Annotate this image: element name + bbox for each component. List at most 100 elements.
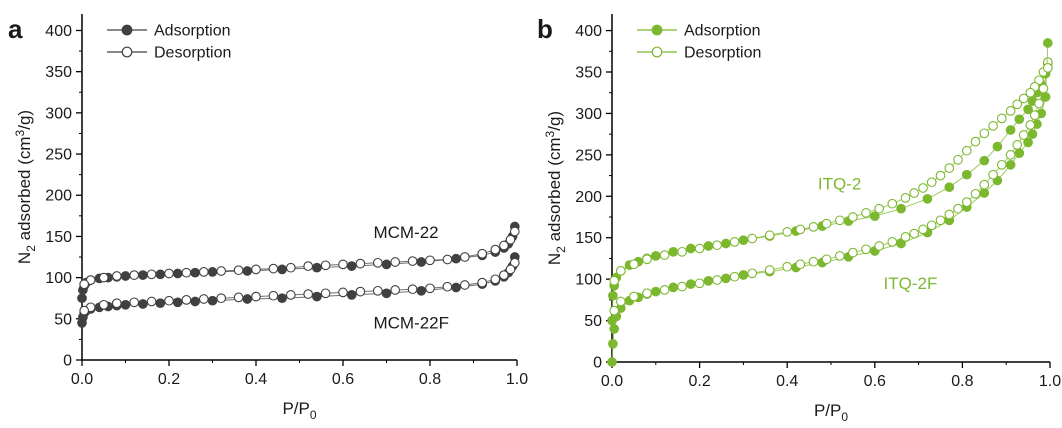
desorption-point: [996, 113, 1007, 124]
desorption-point: [490, 244, 501, 255]
desorption-point: [505, 264, 516, 275]
desorption-point: [729, 271, 740, 282]
legend-label: Desorption: [684, 45, 761, 62]
x-tick-label: 0.2: [158, 371, 180, 388]
desorption-point: [390, 285, 401, 295]
adsorption-point: [869, 211, 880, 222]
desorption-point: [808, 256, 819, 267]
desorption-point: [609, 275, 620, 286]
desorption-point: [198, 294, 209, 304]
desorption-point: [821, 254, 832, 265]
desorption-point: [164, 268, 174, 279]
x-tick-label: 0.6: [864, 373, 886, 390]
desorption-point: [900, 193, 911, 203]
desorption-point: [1038, 83, 1049, 94]
y-tick-label: 150: [575, 230, 602, 247]
adsorption-point: [979, 188, 990, 198]
adsorption-point: [992, 141, 1003, 152]
desorption-point: [1034, 75, 1044, 86]
desorption-point: [98, 272, 109, 283]
desorption-point: [729, 237, 740, 247]
desorption-point: [285, 290, 296, 300]
desorption-point: [887, 237, 898, 247]
y-tick-label: 350: [45, 64, 72, 81]
desorption-point: [216, 266, 227, 276]
desorption-point: [499, 240, 509, 251]
desorption-point: [961, 197, 972, 207]
adsorption-point: [608, 290, 618, 301]
desorption-point: [477, 248, 488, 259]
adsorption-point: [944, 182, 955, 193]
adsorption-point: [381, 288, 392, 299]
x-tick-label: 0.4: [245, 371, 267, 388]
desorption-point: [988, 169, 998, 180]
desorption-point: [425, 283, 435, 294]
desorption-point: [477, 277, 488, 288]
desorption-point: [1034, 98, 1044, 109]
desorption-point: [909, 228, 920, 239]
desorption-point: [251, 264, 261, 275]
desorption-point: [285, 262, 296, 273]
desorption-point: [642, 254, 652, 265]
desorption-point: [146, 296, 157, 307]
adsorption-point: [312, 262, 322, 273]
desorption-point: [659, 285, 670, 295]
sample-label: ITQ-2F: [884, 274, 938, 293]
desorption-point: [1012, 99, 1023, 110]
y-tick-label: 250: [575, 147, 602, 164]
desorption-point: [490, 274, 501, 285]
desorption-point: [970, 188, 981, 199]
desorption-point: [694, 278, 705, 289]
desorption-point: [425, 255, 435, 266]
desorption-point: [874, 241, 885, 251]
panel-b-chart: b 0 50 100 150 200 250 300 350 400 0.0 0.2 0.4 0.6 0.8…: [537, 14, 1061, 424]
desorption-point: [268, 263, 279, 274]
desorption-point: [1005, 150, 1016, 160]
desorption-point: [303, 261, 314, 271]
desorption-point: [407, 284, 418, 295]
y-tick-label: 150: [45, 229, 72, 246]
desorption-point: [609, 305, 620, 316]
desorption-point: [615, 266, 626, 276]
desorption-point: [79, 305, 90, 316]
adsorption-point: [668, 246, 679, 257]
y-tick-label: 50: [54, 311, 72, 328]
y-tick-label: 400: [575, 23, 602, 40]
desorption-point: [251, 291, 261, 302]
desorption-point: [390, 257, 401, 267]
adsorption-point: [1014, 114, 1025, 125]
adsorption-point: [607, 357, 617, 367]
adsorption-point: [961, 169, 972, 180]
desorption-point: [372, 257, 383, 268]
desorption-point: [795, 259, 806, 270]
adsorption-point: [242, 266, 253, 276]
adsorption-point: [1014, 148, 1025, 159]
desorption-point: [338, 259, 348, 270]
desorption-point: [747, 268, 758, 279]
desorption-point: [1012, 140, 1023, 150]
adsorption-point: [1040, 92, 1051, 102]
desorption-point: [935, 215, 946, 226]
desorption-point: [918, 183, 928, 193]
legend-marker-filled: [651, 24, 663, 36]
adsorption-point: [685, 243, 696, 254]
desorption-point: [970, 136, 981, 147]
y-tick-label: 350: [575, 65, 602, 82]
desorption-point: [111, 271, 122, 281]
adsorption-point: [1005, 159, 1016, 170]
desorption-point: [505, 234, 516, 245]
sample-label: ITQ-2: [818, 175, 861, 194]
desorption-point: [944, 209, 955, 220]
desorption-point: [320, 260, 331, 271]
desorption-point: [146, 269, 157, 280]
desorption-point: [694, 243, 705, 254]
adsorption-point: [190, 296, 200, 307]
y-tick-label: 250: [45, 147, 72, 164]
x-tick-label: 0.8: [419, 371, 441, 388]
adsorption-point: [277, 264, 287, 275]
desorption-point: [953, 154, 963, 165]
desorption-point: [1029, 110, 1040, 120]
desorption-point: [887, 198, 898, 209]
x-axis-title: P/P0: [814, 401, 848, 424]
desorption-point: [996, 159, 1007, 170]
